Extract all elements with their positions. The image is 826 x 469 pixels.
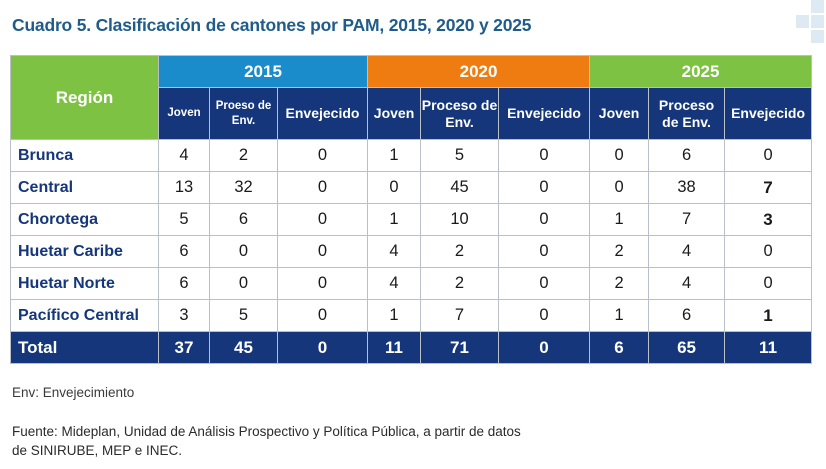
region-cell: Pacífico Central bbox=[10, 299, 159, 332]
value-cell: 38 bbox=[648, 171, 726, 204]
value-cell: 0 bbox=[589, 139, 650, 172]
value-cell: 0 bbox=[209, 267, 278, 300]
value-cell: 6 bbox=[648, 139, 726, 172]
value-cell: 1 bbox=[367, 299, 422, 332]
value-cell: 7 bbox=[724, 171, 813, 204]
subheader-envejecido-2025: Envejecido bbox=[724, 87, 813, 140]
value-cell: 0 bbox=[276, 203, 369, 236]
cantones-table: Región 2015 2020 2025 Joven Proeso de En… bbox=[10, 55, 813, 364]
subheader-envejecido-2015: Envejecido bbox=[276, 87, 369, 140]
total-cell: 0 bbox=[498, 331, 591, 364]
value-cell: 0 bbox=[498, 139, 591, 172]
table-row: Huetar Caribe 6 0 0 4 2 0 2 4 0 bbox=[10, 235, 813, 268]
value-cell: 7 bbox=[648, 203, 726, 236]
region-cell: Huetar Caribe bbox=[10, 235, 159, 268]
subheader-proceso-2015: Proeso de Env. bbox=[209, 87, 278, 140]
subheader-envejecido-2020: Envejecido bbox=[498, 87, 591, 140]
value-cell: 0 bbox=[276, 267, 369, 300]
value-cell: 4 bbox=[648, 267, 726, 300]
value-cell: 45 bbox=[420, 171, 500, 204]
value-cell: 4 bbox=[367, 235, 422, 268]
value-cell: 1 bbox=[367, 203, 422, 236]
value-cell: 0 bbox=[276, 171, 369, 204]
total-cell: 65 bbox=[648, 331, 726, 364]
region-header: Región bbox=[10, 55, 159, 140]
source-line-2: de SINIRUBE, MEP e INEC. bbox=[12, 443, 183, 458]
total-label: Total bbox=[10, 331, 159, 364]
table-title: Cuadro 5. Clasificación de cantones por … bbox=[12, 15, 532, 35]
total-cell: 11 bbox=[367, 331, 422, 364]
year-header-2025: 2025 bbox=[589, 55, 813, 88]
value-cell: 0 bbox=[724, 235, 813, 268]
year-header-2015: 2015 bbox=[157, 55, 369, 88]
value-cell: 1 bbox=[589, 299, 650, 332]
subheader-proceso-2025: Proceso de Env. bbox=[648, 87, 726, 140]
total-cell: 45 bbox=[209, 331, 278, 364]
value-cell: 10 bbox=[420, 203, 500, 236]
value-cell: 0 bbox=[498, 203, 591, 236]
value-cell: 0 bbox=[276, 299, 369, 332]
value-cell: 0 bbox=[498, 235, 591, 268]
region-cell: Central bbox=[10, 171, 159, 204]
value-cell: 1 bbox=[589, 203, 650, 236]
source-note: Fuente: Mideplan, Unidad de Análisis Pro… bbox=[12, 422, 572, 460]
table-row: Huetar Norte 6 0 0 4 2 0 2 4 0 bbox=[10, 267, 813, 300]
total-row: Total 37 45 0 11 71 0 6 65 11 bbox=[10, 331, 813, 364]
value-cell: 2 bbox=[420, 267, 500, 300]
total-cell: 71 bbox=[420, 331, 500, 364]
abbreviation-note: Env: Envejecimiento bbox=[12, 385, 135, 400]
value-cell: 2 bbox=[589, 267, 650, 300]
subheader-joven-2025: Joven bbox=[589, 87, 650, 140]
value-cell: 5 bbox=[209, 299, 278, 332]
value-cell: 3 bbox=[724, 203, 813, 236]
value-cell: 2 bbox=[209, 139, 278, 172]
value-cell: 0 bbox=[209, 235, 278, 268]
total-cell: 37 bbox=[158, 331, 210, 364]
value-cell: 6 bbox=[158, 267, 210, 300]
region-cell: Brunca bbox=[10, 139, 159, 172]
value-cell: 4 bbox=[648, 235, 726, 268]
value-cell: 5 bbox=[420, 139, 500, 172]
value-cell: 0 bbox=[498, 299, 591, 332]
source-line-1: Fuente: Mideplan, Unidad de Análisis Pro… bbox=[12, 424, 521, 439]
region-cell: Chorotega bbox=[10, 203, 159, 236]
value-cell: 5 bbox=[158, 203, 210, 236]
value-cell: 0 bbox=[498, 267, 591, 300]
value-cell: 13 bbox=[158, 171, 210, 204]
subheader-joven-2015: Joven bbox=[158, 87, 210, 140]
value-cell: 2 bbox=[589, 235, 650, 268]
value-cell: 0 bbox=[589, 171, 650, 204]
total-cell: 0 bbox=[276, 331, 369, 364]
value-cell: 4 bbox=[158, 139, 210, 172]
value-cell: 7 bbox=[420, 299, 500, 332]
value-cell: 2 bbox=[420, 235, 500, 268]
value-cell: 0 bbox=[367, 171, 422, 204]
subheader-joven-2020: Joven bbox=[367, 87, 422, 140]
year-header-2020: 2020 bbox=[367, 55, 591, 88]
value-cell: 6 bbox=[648, 299, 726, 332]
table-row: Pacífico Central 3 5 0 1 7 0 1 6 1 bbox=[10, 299, 813, 332]
subheader-proceso-2020: Proceso de Env. bbox=[420, 87, 500, 140]
table-row: Central 13 32 0 0 45 0 0 38 7 bbox=[10, 171, 813, 204]
value-cell: 0 bbox=[276, 139, 369, 172]
value-cell: 32 bbox=[209, 171, 278, 204]
total-cell: 6 bbox=[589, 331, 650, 364]
value-cell: 0 bbox=[724, 267, 813, 300]
value-cell: 4 bbox=[367, 267, 422, 300]
value-cell: 0 bbox=[724, 139, 813, 172]
value-cell: 1 bbox=[724, 299, 813, 332]
table-row: Chorotega 5 6 0 1 10 0 1 7 3 bbox=[10, 203, 813, 236]
table-row: Brunca 4 2 0 1 5 0 0 6 0 bbox=[10, 139, 813, 172]
total-cell: 11 bbox=[724, 331, 813, 364]
corner-decoration bbox=[766, 0, 826, 60]
value-cell: 1 bbox=[367, 139, 422, 172]
value-cell: 6 bbox=[158, 235, 210, 268]
value-cell: 3 bbox=[158, 299, 210, 332]
value-cell: 0 bbox=[498, 171, 591, 204]
value-cell: 6 bbox=[209, 203, 278, 236]
value-cell: 0 bbox=[276, 235, 369, 268]
region-cell: Huetar Norte bbox=[10, 267, 159, 300]
